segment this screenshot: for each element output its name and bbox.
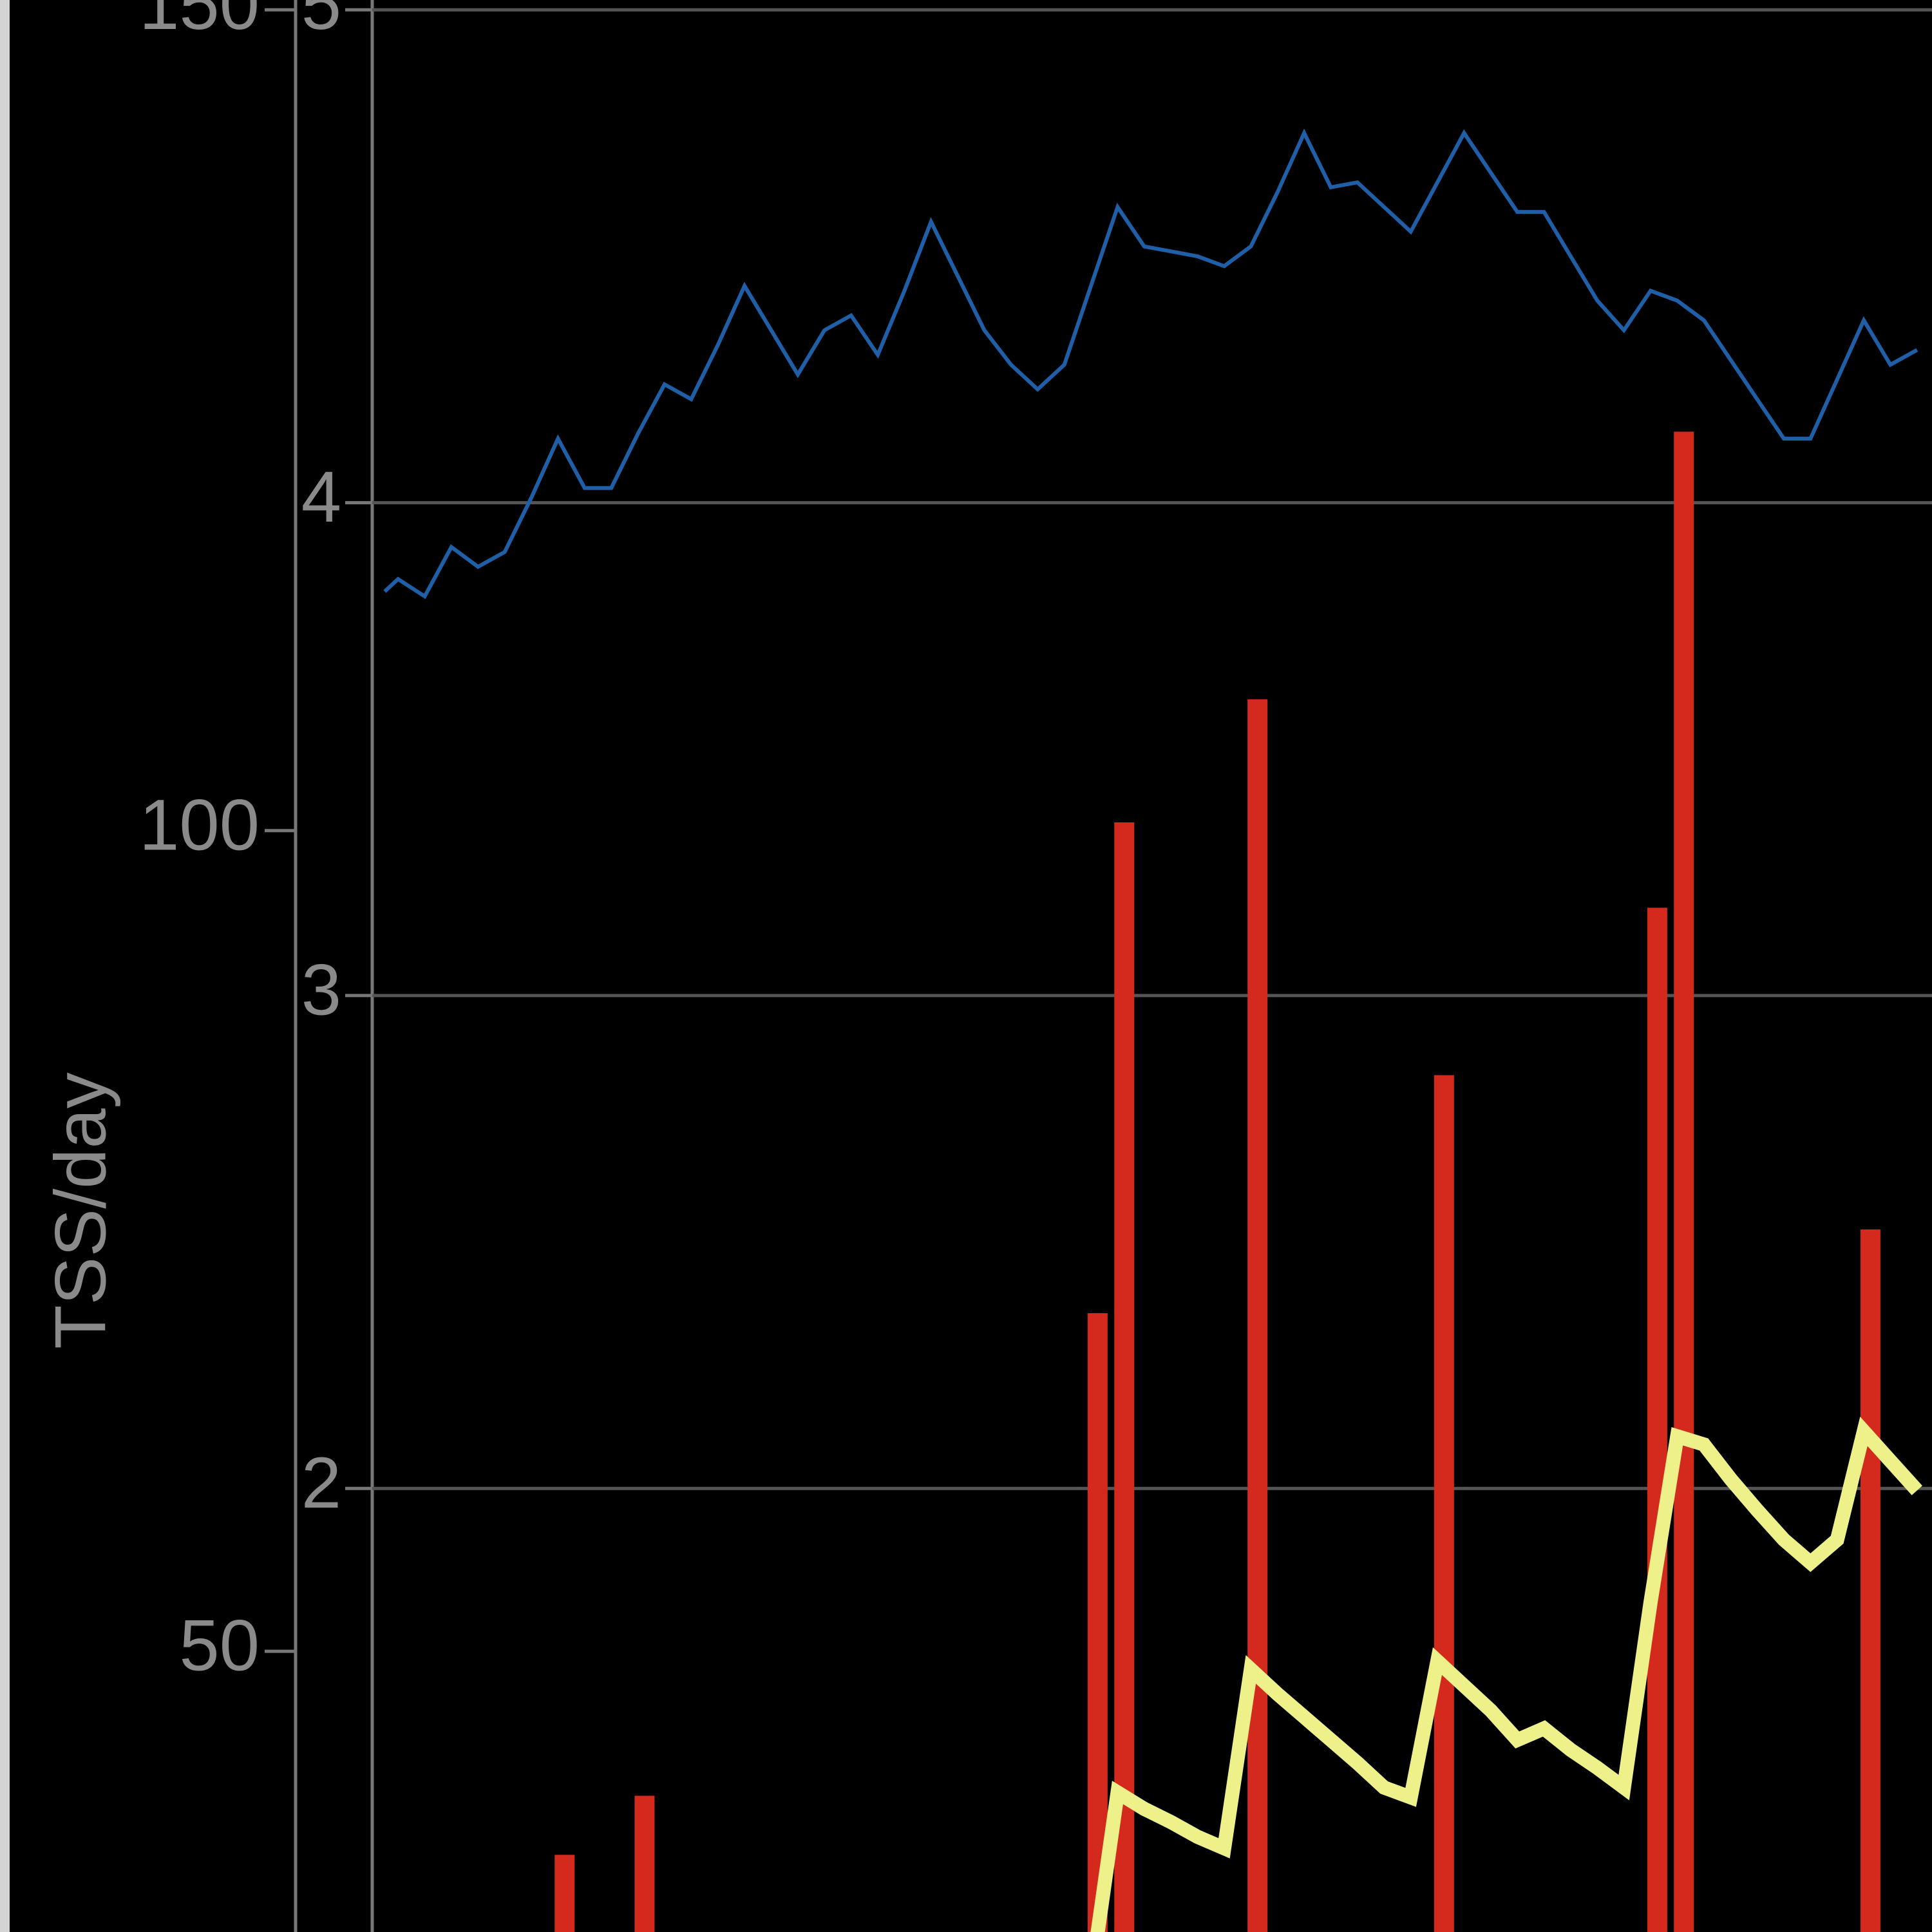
line (1090, 1416, 1922, 1932)
y-tick-label: 150 (139, 0, 260, 44)
y2-tick-label: 2 (301, 1443, 341, 1523)
y-axis-label: TSS/day (41, 1072, 121, 1349)
y-tick-label: 100 (139, 784, 260, 865)
y2-tick-label: 3 (301, 949, 341, 1030)
bar (1087, 1313, 1108, 1932)
bar (554, 1855, 575, 1932)
bar (1674, 431, 1694, 1932)
y-tick-label: 50 (179, 1605, 260, 1686)
plot (383, 128, 1922, 1932)
bar (1114, 822, 1135, 1932)
line (383, 128, 1918, 600)
bar (634, 1795, 655, 1932)
bar (1647, 907, 1667, 1932)
y2-tick-label: 4 (301, 457, 341, 537)
window-border (0, 0, 10, 1932)
bar (1247, 699, 1268, 1932)
bar (1434, 1075, 1454, 1932)
bar (1860, 1229, 1880, 1932)
y2-tick-label: 5 (301, 0, 341, 44)
axes: 50 100 150 2 3 4 5 (139, 0, 372, 1686)
